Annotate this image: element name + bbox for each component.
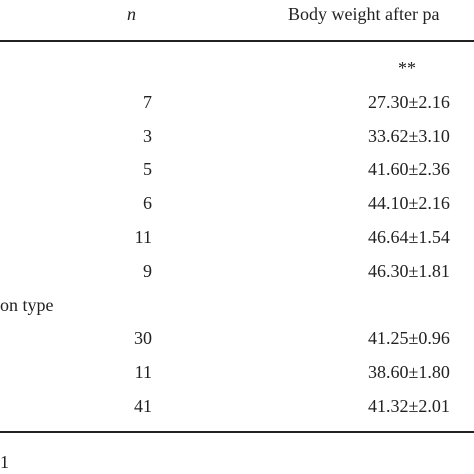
cell-value: 46.64±1.54 [368, 227, 450, 247]
cell-n: 41 [134, 396, 152, 416]
cell-value: 33.62±3.10 [368, 125, 450, 146]
cell-significance: ** [398, 58, 416, 78]
cell-n: 6 [143, 193, 152, 214]
cell-n: 9 [143, 260, 152, 281]
bottom-rule [0, 431, 474, 433]
cell-n: 3 [143, 125, 152, 146]
header-body-weight: Body weight after pa [288, 4, 440, 24]
cell-value: 41.25±0.96 [368, 328, 450, 349]
cell-value: 41.32±2.01 [368, 396, 450, 416]
cell-value: 46.30±1.81 [368, 260, 450, 281]
cell-n: 11 [134, 362, 152, 383]
cell-value: 27.30±2.16 [368, 91, 450, 112]
cell-n: 5 [143, 159, 152, 180]
cell-n: 30 [134, 328, 152, 349]
cell-n: 11 [134, 227, 152, 247]
header-rule [0, 40, 474, 42]
cell-value: 44.10±2.16 [368, 193, 450, 214]
header-n: n [127, 4, 136, 24]
footnote: 1 [0, 452, 9, 472]
cell-value: 41.60±2.36 [368, 159, 450, 180]
cell-n: 7 [143, 91, 152, 112]
section-label: on type [0, 294, 54, 315]
cell-value: 38.60±1.80 [368, 362, 450, 383]
